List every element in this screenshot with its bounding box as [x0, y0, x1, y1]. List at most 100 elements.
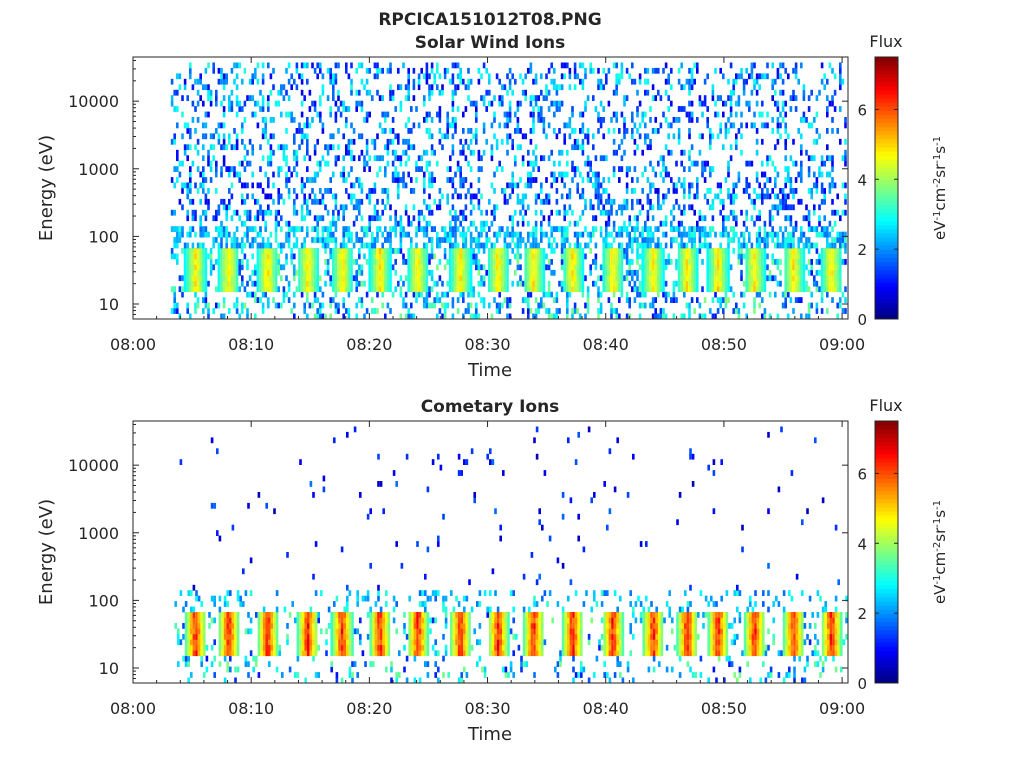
heatmap-cell	[267, 286, 270, 293]
heatmap-cell	[719, 128, 722, 134]
heatmap-cell	[209, 89, 213, 96]
heatmap-cell	[566, 308, 569, 314]
heatmap-cell	[571, 106, 574, 112]
heatmap-cell	[386, 253, 390, 260]
heatmap-cell	[571, 111, 574, 118]
heatmap-cell	[605, 253, 608, 260]
heatmap-cell	[230, 100, 234, 107]
heatmap-cell	[638, 313, 642, 320]
heatmap-cell	[290, 117, 293, 123]
heatmap-cell	[430, 237, 434, 243]
heatmap-cell	[303, 286, 306, 293]
heatmap-cell	[215, 100, 218, 107]
heatmap-cell	[693, 286, 696, 293]
heatmap-cell	[566, 226, 569, 232]
heatmap-cell	[527, 177, 530, 183]
heatmap-cell	[221, 617, 224, 624]
heatmap-cell	[293, 313, 296, 320]
heatmap-cell	[264, 193, 267, 200]
heatmap-cell	[397, 155, 400, 162]
heatmap-cell	[729, 89, 733, 96]
heatmap-cell	[254, 198, 257, 205]
heatmap-cell	[212, 264, 215, 271]
x-tick-label: 08:50	[701, 335, 747, 354]
heatmap-cell	[573, 269, 577, 276]
heatmap-cell	[464, 237, 468, 243]
heatmap-cell	[719, 264, 722, 271]
heatmap-cell	[566, 160, 569, 167]
heatmap-cell	[540, 297, 543, 303]
heatmap-cell	[407, 286, 410, 293]
heatmap-cell	[316, 220, 319, 227]
heatmap-cell	[254, 215, 257, 222]
heatmap-cell	[683, 231, 686, 238]
heatmap-cell	[649, 248, 652, 254]
heatmap-cell	[511, 144, 514, 151]
heatmap-cell	[194, 182, 197, 189]
heatmap-cell	[176, 302, 179, 309]
heatmap-cell	[230, 215, 234, 222]
heatmap-cell	[238, 264, 241, 271]
heatmap-cell	[771, 95, 774, 101]
heatmap-cell	[449, 177, 452, 183]
heatmap-cell	[204, 84, 208, 91]
heatmap-cell	[202, 286, 205, 293]
heatmap-cell	[618, 248, 621, 254]
heatmap-cell	[256, 264, 260, 271]
heatmap-cell	[802, 215, 806, 222]
heatmap-cell	[724, 253, 728, 260]
heatmap-cell	[680, 237, 683, 243]
heatmap-cell	[605, 269, 608, 276]
heatmap-cell	[355, 269, 358, 276]
heatmap-cell	[534, 259, 538, 265]
heatmap-cell	[191, 226, 195, 232]
heatmap-cell	[826, 144, 829, 151]
heatmap-cell	[508, 193, 512, 200]
heatmap-cell	[537, 253, 540, 260]
heatmap-cell	[355, 177, 358, 183]
heatmap-cell	[586, 286, 590, 293]
heatmap-cell	[350, 122, 353, 129]
heatmap-cell	[493, 231, 496, 238]
heatmap-cell	[355, 198, 358, 205]
heatmap-cell	[428, 133, 431, 140]
heatmap-cell	[449, 248, 452, 254]
heatmap-cell	[657, 242, 660, 249]
heatmap-cell	[228, 204, 231, 211]
heatmap-cell	[675, 297, 678, 303]
heatmap-cell	[823, 215, 826, 222]
heatmap-cell	[618, 297, 621, 303]
heatmap-cell	[223, 644, 227, 651]
heatmap-cell	[584, 73, 587, 80]
heatmap-cell	[187, 617, 190, 624]
heatmap-cell	[599, 100, 603, 107]
heatmap-cell	[553, 160, 556, 167]
heatmap-cell	[230, 166, 234, 172]
heatmap-cell	[194, 231, 197, 238]
heatmap-cell	[797, 78, 800, 85]
heatmap-cell	[560, 171, 564, 178]
heatmap-cell	[597, 198, 600, 205]
heatmap-cell	[197, 633, 201, 640]
heatmap-cell	[683, 204, 686, 211]
heatmap-cell	[823, 286, 826, 293]
heatmap-cell	[826, 226, 829, 232]
heatmap-cell	[792, 237, 795, 243]
heatmap-cell	[365, 308, 369, 314]
heatmap-cell	[766, 275, 769, 282]
heatmap-cell	[376, 198, 379, 205]
heatmap-cell	[368, 111, 371, 118]
heatmap-cell	[553, 297, 556, 303]
heatmap-cell	[534, 220, 538, 227]
heatmap-cell	[649, 259, 652, 265]
heatmap-cell	[792, 280, 795, 287]
heatmap-cell	[218, 623, 222, 629]
heatmap-cell	[620, 155, 624, 162]
heatmap-cell	[566, 193, 569, 200]
heatmap-cell	[612, 253, 616, 260]
heatmap-cell	[475, 313, 478, 320]
heatmap-cell	[540, 269, 543, 276]
heatmap-cell	[534, 160, 538, 167]
heatmap-cell	[657, 193, 660, 200]
heatmap-cell	[308, 259, 312, 265]
